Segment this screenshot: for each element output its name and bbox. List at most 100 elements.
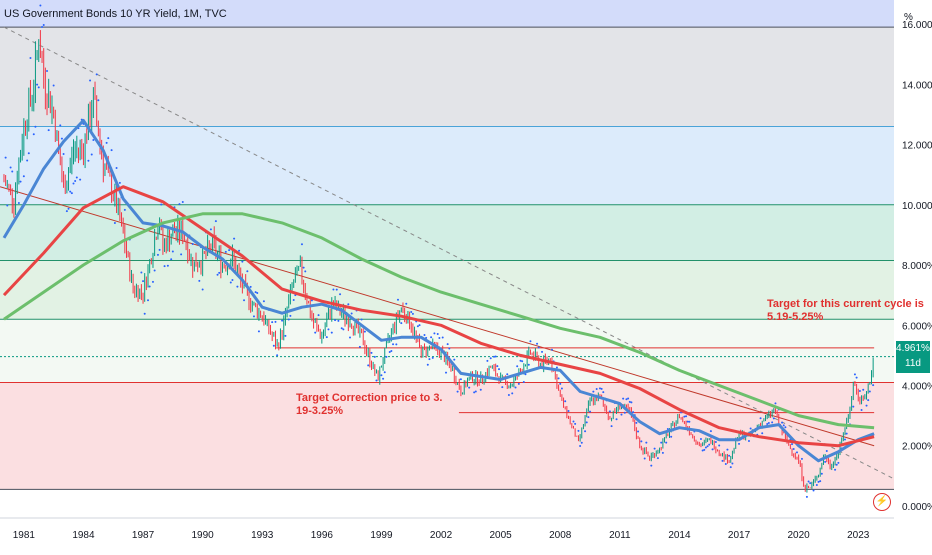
sar-dot	[843, 438, 846, 441]
x-tick-label: 1993	[251, 530, 274, 541]
x-tick-label: 2002	[430, 530, 453, 541]
sar-dot	[423, 333, 426, 336]
sar-dot	[685, 415, 688, 418]
annotation-target-cycle-line1: Target for this current cycle is	[767, 298, 924, 310]
sar-dot	[256, 292, 259, 295]
sar-dot	[703, 448, 706, 451]
sar-dot	[426, 363, 429, 366]
sar-dot	[75, 176, 78, 179]
sar-dot	[246, 270, 249, 273]
sar-dot	[572, 420, 575, 423]
sar-dot	[560, 387, 563, 390]
sar-dot	[281, 319, 284, 322]
sar-dot	[113, 222, 116, 225]
sar-dot	[170, 258, 173, 261]
sar-dot	[577, 429, 580, 432]
sar-dot	[191, 243, 194, 246]
lightning-icon[interactable]: ⚡	[873, 493, 891, 511]
sar-dot	[860, 408, 863, 411]
sar-dot	[731, 462, 734, 465]
sar-dot	[4, 156, 7, 159]
sar-dot	[701, 449, 704, 452]
sar-dot	[271, 321, 274, 324]
sar-dot	[142, 280, 145, 283]
sar-dot	[729, 466, 732, 469]
sar-dot	[11, 170, 14, 173]
sar-dot	[815, 483, 818, 486]
sar-dot	[231, 278, 234, 281]
sar-dot	[824, 460, 827, 463]
sar-dot	[521, 360, 524, 363]
sar-dot	[70, 192, 73, 195]
sar-dot	[868, 390, 871, 393]
sar-dot	[661, 451, 664, 454]
sar-dot	[474, 390, 477, 393]
sar-dot	[405, 302, 408, 305]
last-price-tag: 4.961% 11d 19h	[896, 341, 930, 384]
sar-dot	[853, 373, 856, 376]
sar-dot	[62, 152, 65, 155]
sar-dot	[767, 421, 770, 424]
sar-dot	[52, 84, 55, 87]
sar-dot	[257, 330, 260, 333]
sar-dot	[72, 182, 75, 185]
sar-dot	[363, 330, 366, 333]
sar-dot	[32, 133, 35, 136]
sar-dot	[820, 472, 823, 475]
sar-dot	[115, 167, 118, 170]
sar-dot	[587, 416, 590, 419]
sar-dot	[438, 337, 441, 340]
sar-dot	[858, 389, 861, 392]
sar-dot	[567, 410, 570, 413]
sar-dot	[26, 159, 29, 162]
sar-dot	[704, 446, 707, 449]
sar-dot	[140, 271, 143, 274]
sar-dot	[107, 137, 110, 140]
sar-dot	[627, 397, 630, 400]
sar-dot	[276, 354, 279, 357]
sar-dot	[837, 461, 840, 464]
sar-dot	[218, 271, 221, 274]
sar-dot	[392, 343, 395, 346]
sar-dot	[332, 288, 335, 291]
sar-dot	[817, 480, 820, 483]
sar-dot	[494, 355, 497, 358]
y-axis[interactable]: 16.000% 14.000% 12.000% 10.000% 8.000% 6.000%…	[894, 0, 932, 550]
sar-dot	[254, 291, 257, 294]
x-tick-label: 2017	[728, 530, 751, 541]
sar-dot	[766, 422, 769, 425]
sar-dot	[348, 336, 351, 339]
sar-dot	[27, 152, 30, 155]
sar-dot	[666, 427, 669, 430]
sar-dot	[872, 384, 875, 387]
sar-dot	[181, 200, 184, 203]
sar-dot	[216, 273, 219, 276]
sar-dot	[625, 398, 628, 401]
sar-dot	[623, 411, 626, 414]
annotation-target-cycle[interactable]: Target for this current cycle is 5.19-5.…	[767, 298, 924, 324]
sar-dot	[724, 463, 727, 466]
sar-dot	[493, 355, 496, 358]
x-axis[interactable]: 1981 1984 1987 1990 1993 1996 1999 2002 2005 2008…	[0, 517, 932, 550]
sar-dot	[516, 365, 519, 368]
sar-dot	[262, 300, 265, 303]
sar-dot	[418, 324, 421, 327]
sar-dot	[411, 312, 414, 315]
y-tick-label: 2.000%	[902, 442, 932, 453]
sar-dot	[123, 208, 126, 211]
annotation-target-correction[interactable]: Target Correction price to 3. 19-3.25%	[296, 392, 443, 418]
sar-dot	[660, 441, 663, 444]
sar-dot	[59, 124, 62, 127]
x-tick-label: 2005	[490, 530, 513, 541]
sar-dot	[608, 410, 611, 413]
sar-dot	[445, 371, 448, 374]
sar-dot	[105, 141, 108, 144]
sar-dot	[473, 391, 476, 394]
sar-dot	[825, 449, 828, 452]
sar-dot	[459, 378, 462, 381]
moving-average-line-0	[2, 119, 875, 463]
sar-dot	[602, 391, 605, 394]
x-tick-label: 1996	[311, 530, 334, 541]
